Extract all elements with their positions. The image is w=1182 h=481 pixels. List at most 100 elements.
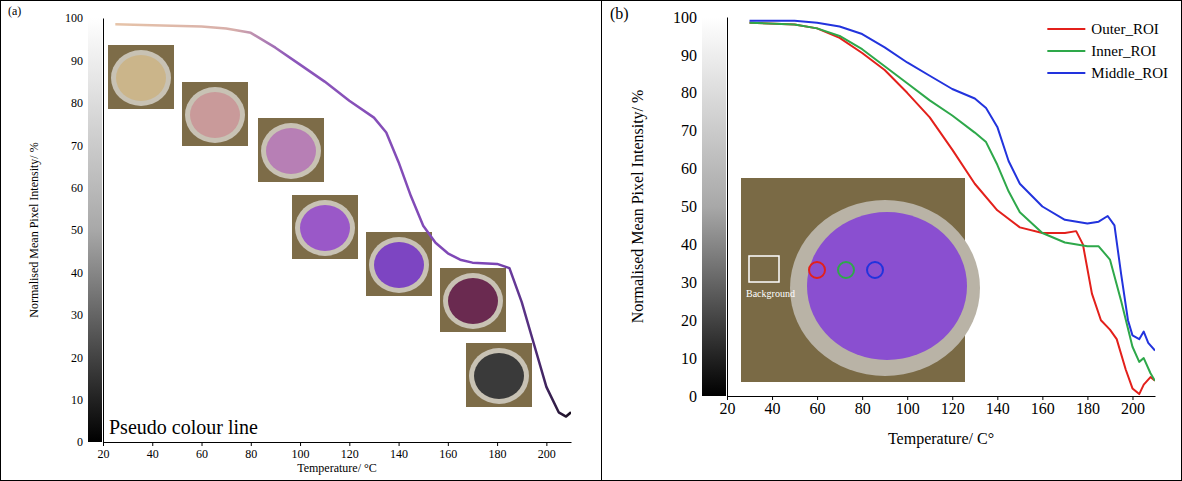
y-tick-label: 90 [681, 47, 697, 64]
chart-root: 2040608010012014016018020001020304050607… [0, 0, 1182, 481]
y-tick-label: 20 [71, 351, 83, 365]
inset-photo [292, 195, 358, 259]
insets: Background [741, 178, 980, 382]
x-tick: 40 [765, 396, 781, 417]
roi-circle [838, 262, 854, 278]
y-tick: 90 [71, 54, 103, 68]
x-tick-label: 20 [720, 400, 736, 417]
photo-dish [185, 87, 245, 143]
photo-dish [261, 123, 321, 179]
y-tick-label: 20 [681, 312, 697, 329]
gray-scale-bar [88, 18, 102, 442]
x-tick-mark [448, 442, 449, 446]
x-tick-label: 180 [1076, 400, 1100, 417]
y-tick-label: 80 [71, 96, 83, 110]
y-tick-label: 100 [65, 11, 83, 25]
legend-swatch [1047, 50, 1085, 52]
x-tick-label: 60 [810, 400, 826, 417]
x-tick: 100 [292, 442, 310, 461]
x-tick-label: 100 [896, 400, 920, 417]
y-tick-label: 60 [681, 160, 697, 177]
y-tick: 50 [71, 223, 103, 237]
x-axis: 20406080100120140160180200 [720, 396, 1156, 417]
y-tick: 90 [681, 47, 727, 64]
x-tick-label: 60 [196, 447, 208, 461]
photo-dish [443, 273, 503, 329]
panel-divider [601, 0, 602, 481]
y-tick: 100 [65, 11, 103, 25]
x-tick-label: 200 [1121, 400, 1145, 417]
x-tick-label: 40 [765, 400, 781, 417]
x-axis: 20406080100120140160180200 [98, 442, 572, 461]
legend: Outer_ROIInner_ROIMiddle_ROI [1047, 21, 1168, 81]
y-tick-label: 100 [673, 9, 697, 26]
photo-ground [366, 232, 432, 296]
data-line [115, 24, 571, 416]
x-tick: 120 [941, 396, 965, 417]
x-tick-label: 180 [489, 447, 507, 461]
x-tick-label: 120 [341, 447, 359, 461]
photo-ground [108, 45, 174, 109]
panel-label: (a) [8, 4, 21, 18]
x-tick: 200 [538, 442, 556, 461]
inset-photo [258, 118, 324, 182]
roi-circle [867, 262, 883, 278]
x-tick: 40 [147, 442, 159, 461]
legend-label: Middle_ROI [1091, 65, 1168, 81]
x-tick: 80 [245, 442, 257, 461]
photo-powder [474, 353, 524, 399]
x-tick: 60 [196, 442, 208, 461]
y-tick: 0 [689, 388, 727, 405]
panel: Background204060801001201401601802000102… [610, 5, 1168, 448]
legend-swatch [1047, 28, 1085, 30]
annotation: Pseudo colour line [109, 416, 258, 438]
photo-powder [116, 55, 166, 101]
x-tick: 20 [98, 442, 110, 461]
y-tick-label: 80 [681, 84, 697, 101]
y-tick-label: 10 [681, 350, 697, 367]
x-tick: 60 [810, 396, 826, 417]
y-tick: 60 [71, 181, 103, 195]
y-tick: 80 [681, 84, 727, 101]
photo-ground [292, 195, 358, 259]
x-tick-label: 100 [292, 447, 310, 461]
x-tick: 120 [341, 442, 359, 461]
legend-label: Outer_ROI [1091, 21, 1159, 37]
y-tick: 60 [681, 160, 727, 177]
x-tick-label: 80 [245, 447, 257, 461]
legend-swatch [1047, 72, 1085, 74]
photo-powder [300, 205, 350, 251]
y-tick-label: 10 [71, 393, 83, 407]
panel-label: (b) [610, 5, 629, 23]
y-tick: 70 [681, 122, 727, 139]
inset-photo: Background [741, 178, 980, 382]
x-tick-mark [202, 442, 203, 446]
x-tick: 180 [489, 442, 507, 461]
y-tick-label: 90 [71, 54, 83, 68]
x-tick-label: 160 [1031, 400, 1055, 417]
inset-photo [108, 45, 174, 109]
x-axis-line [728, 396, 1156, 397]
x-tick-mark [251, 442, 252, 446]
photo-dish [369, 237, 429, 293]
x-tick: 160 [439, 442, 457, 461]
x-axis-title: Temperature/ °C [297, 461, 377, 475]
inset-label: Background [746, 288, 795, 299]
photo-dish [790, 200, 980, 376]
y-tick: 50 [681, 198, 727, 215]
x-tick-label: 120 [941, 400, 965, 417]
y-tick: 80 [71, 96, 103, 110]
inset-photo [440, 268, 506, 332]
y-tick: 20 [681, 312, 727, 329]
x-tick-label: 80 [855, 400, 871, 417]
y-tick-label: 30 [71, 308, 83, 322]
chart-svg: 2040608010012014016018020001020304050607… [0, 0, 1182, 481]
x-tick-label: 40 [147, 447, 159, 461]
plot-area [115, 24, 571, 416]
photo-ground [440, 268, 506, 332]
insets [108, 45, 532, 407]
y-tick-label: 70 [681, 122, 697, 139]
x-tick-mark [103, 442, 104, 446]
y-tick: 40 [71, 266, 103, 280]
photo-ground [466, 343, 532, 407]
